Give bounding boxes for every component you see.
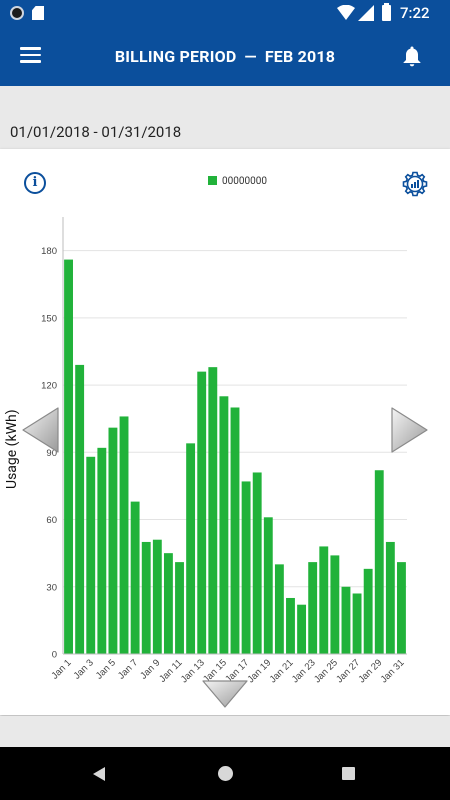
bar-jan-29: [374, 470, 384, 654]
bar-jan-19: [263, 517, 273, 654]
chart-legend: 00000000: [208, 176, 267, 187]
x-tick-label: Jan 31: [379, 657, 407, 685]
title-month: FEB 2018: [264, 47, 336, 66]
title-separator: —: [244, 47, 257, 66]
legend-label: 00000000: [222, 176, 267, 187]
title-billing-period: BILLING PERIOD: [114, 47, 237, 66]
bar-jan-21: [286, 597, 295, 654]
x-tick-label: Jan 7: [116, 657, 140, 681]
status-time: 7:22: [400, 4, 430, 22]
x-tick-label: Jan 11: [157, 657, 184, 684]
x-tick-label: Jan 3: [72, 657, 96, 681]
page-bottom-area: [0, 716, 450, 746]
notification-dot-icon: [10, 6, 24, 20]
y-tick-label: 60: [46, 515, 57, 526]
status-bar: 7:22: [0, 0, 450, 26]
bar-jan-10: [163, 553, 173, 654]
chevron-left-icon[interactable]: [20, 406, 62, 454]
bar-jan-23: [308, 562, 318, 654]
y-tick-label: 90: [46, 448, 57, 459]
bar-jan-2: [75, 364, 85, 654]
x-tick-label: Jan 23: [290, 657, 318, 685]
x-tick-label: Jan 19: [245, 657, 273, 685]
recent-apps-button[interactable]: [342, 767, 355, 780]
x-tick-label: Jan 1: [49, 657, 73, 681]
x-tick-label: Jan 29: [356, 657, 384, 685]
bar-jan-16: [230, 407, 240, 654]
bar-jan-24: [319, 546, 329, 654]
bar-jan-5: [108, 427, 118, 654]
chart-settings-gear-icon[interactable]: [402, 171, 428, 197]
battery-icon: [382, 3, 391, 21]
bar-jan-6: [119, 416, 129, 654]
billing-date-range: 01/01/2018 - 01/31/2018: [10, 123, 182, 141]
bar-jan-15: [219, 396, 229, 654]
hamburger-menu-icon[interactable]: [20, 47, 41, 63]
bar-jan-8: [141, 541, 151, 654]
y-tick-label: 180: [41, 246, 57, 257]
usage-chart-card: i 00000000 Usage (kWh) 0 30 60 90 120 150 180 J…: [0, 149, 450, 715]
signal-icon: [358, 5, 374, 21]
bar-jan-27: [352, 593, 362, 654]
y-tick-label: 0: [52, 650, 57, 661]
chevron-right-icon[interactable]: [388, 406, 430, 454]
app-bar: BILLING PERIOD — FEB 2018: [0, 26, 450, 86]
x-tick-label: Jan 27: [334, 657, 362, 685]
bar-jan-17: [241, 481, 251, 654]
bar-jan-13: [197, 371, 207, 654]
bar-jan-28: [363, 568, 373, 654]
system-navigation-bar: [0, 747, 450, 800]
page-title: BILLING PERIOD — FEB 2018: [0, 47, 450, 66]
wifi-icon: [337, 5, 355, 20]
bar-jan-7: [130, 501, 140, 654]
bar-jan-26: [341, 586, 351, 654]
sd-card-icon: [32, 6, 44, 20]
bell-icon[interactable]: [402, 45, 422, 67]
bar-jan-12: [186, 443, 196, 654]
info-icon[interactable]: i: [24, 172, 46, 194]
y-tick-label: 150: [41, 313, 57, 324]
bar-jan-3: [86, 456, 96, 654]
home-button[interactable]: [218, 766, 233, 781]
x-tick-label: Jan 25: [312, 657, 340, 685]
x-tick-label: Jan 5: [94, 657, 118, 681]
back-button[interactable]: [93, 767, 105, 781]
bar-jan-4: [97, 447, 107, 654]
bar-jan-11: [175, 562, 184, 654]
bar-jan-30: [385, 541, 395, 654]
bar-jan-14: [208, 367, 218, 654]
bar-jan-18: [252, 472, 262, 654]
y-tick-label: 120: [41, 381, 57, 392]
chevron-down-icon[interactable]: [201, 678, 249, 710]
bar-jan-25: [330, 555, 340, 654]
legend-swatch: [208, 176, 217, 185]
bar-jan-31: [397, 562, 406, 654]
bar-jan-20: [274, 564, 284, 654]
x-tick-label: Jan 21: [268, 657, 296, 685]
y-tick-label: 30: [46, 582, 57, 593]
bar-jan-9: [152, 539, 162, 654]
bar-jan-22: [297, 604, 307, 654]
bar-jan-1: [64, 259, 73, 654]
